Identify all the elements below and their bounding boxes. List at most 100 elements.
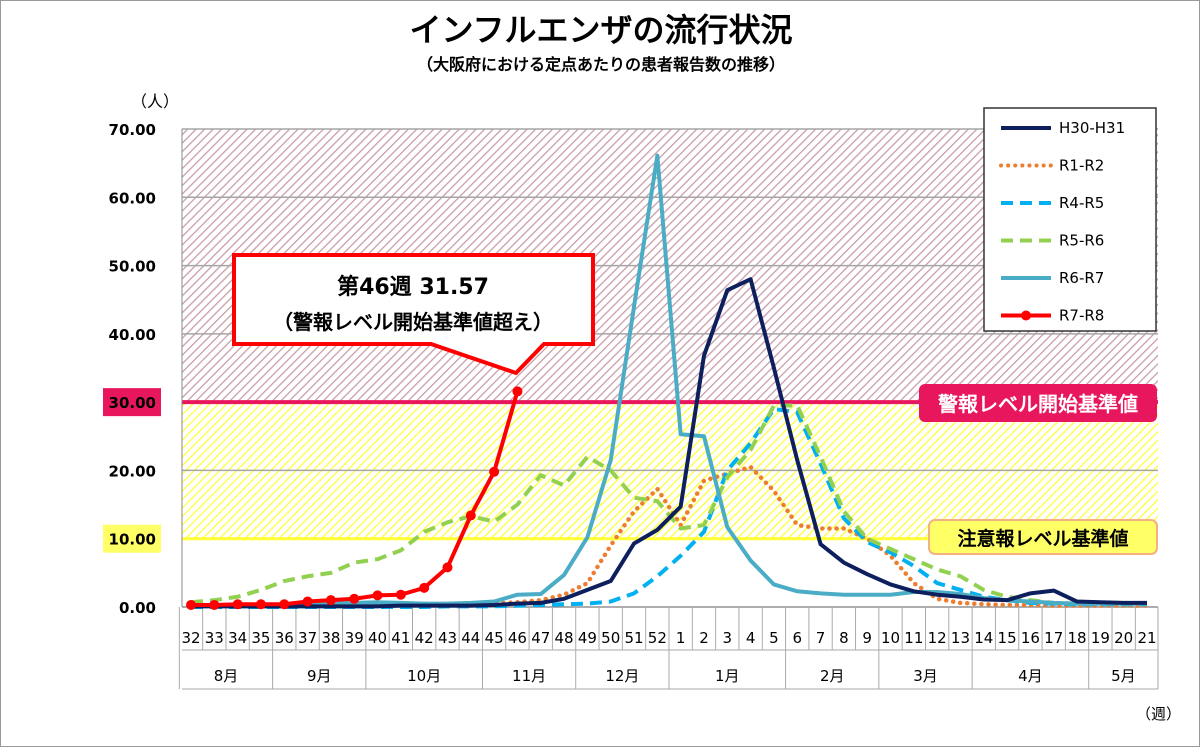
- xtick-label: 51: [624, 629, 643, 647]
- legend-label: H30-H31: [1059, 119, 1125, 137]
- month-label: 5月: [1111, 667, 1136, 685]
- month-label: 1月: [715, 667, 740, 685]
- month-label: 4月: [1018, 667, 1043, 685]
- xtick-label: 36: [275, 629, 294, 647]
- legend-label: R7-R8: [1059, 307, 1104, 325]
- xtick-label: 14: [974, 629, 993, 647]
- month-label: 3月: [913, 667, 938, 685]
- ytick-label: 0.00: [119, 599, 156, 617]
- data-point-R7-R8: [442, 562, 453, 573]
- alert-threshold-badge: [919, 384, 1157, 422]
- ytick-label: 60.00: [109, 189, 156, 207]
- xtick-label: 38: [321, 629, 340, 647]
- chart-subtitle: （大阪府における定点あたりの患者報告数の推移）: [416, 55, 785, 74]
- data-point-R7-R8: [395, 589, 406, 600]
- chart-title: インフルエンザの流行状況: [409, 11, 793, 49]
- ytick-highlight-warning: [103, 524, 161, 553]
- legend-label: R5-R6: [1059, 232, 1104, 250]
- ytick-label: 20.00: [109, 462, 156, 480]
- xtick-label: 32: [181, 629, 200, 647]
- data-point-R7-R8: [302, 596, 313, 607]
- xtick-label: 52: [648, 629, 667, 647]
- annotation-line2: （警報レベル開始基準値超え）: [273, 310, 553, 334]
- xtick-label: 35: [251, 629, 270, 647]
- ytick-label: 50.00: [109, 258, 156, 276]
- xtick-label: 49: [578, 629, 597, 647]
- data-point-R7-R8: [325, 595, 336, 606]
- month-label: 8月: [214, 667, 239, 685]
- xtick-label: 1: [676, 629, 686, 647]
- legend-marker: [1021, 310, 1031, 321]
- data-point-R7-R8: [465, 510, 476, 521]
- xtick-label: 45: [485, 629, 504, 647]
- data-point-R7-R8: [232, 599, 243, 610]
- xtick-label: 13: [951, 629, 970, 647]
- xtick-label: 9: [862, 629, 872, 647]
- data-point-R7-R8: [512, 386, 523, 397]
- xtick-label: 5: [769, 629, 779, 647]
- month-label: 9月: [307, 667, 332, 685]
- legend-box: [983, 107, 1157, 332]
- xtick-label: 12: [928, 629, 947, 647]
- xtick-label: 48: [555, 629, 574, 647]
- xtick-label: 39: [345, 629, 364, 647]
- xtick-label: 43: [438, 629, 457, 647]
- data-point-R7-R8: [209, 599, 220, 610]
- xtick-label: 46: [508, 629, 527, 647]
- annotation-line1: 第46週 31.57: [337, 274, 489, 300]
- xtick-label: 3: [723, 629, 733, 647]
- xtick-label: 41: [391, 629, 410, 647]
- ytick-label: 40.00: [109, 326, 156, 344]
- data-point-R7-R8: [279, 599, 290, 610]
- xtick-label: 15: [998, 629, 1017, 647]
- warning-threshold-badge: [928, 519, 1158, 555]
- xtick-label: 33: [205, 629, 224, 647]
- series-line-R5-R6: [190, 403, 1147, 606]
- ytick-label: 70.00: [109, 121, 156, 139]
- xtick-label: 6: [792, 629, 802, 647]
- xtick-label: 44: [461, 629, 480, 647]
- xtick-label: 11: [904, 629, 923, 647]
- xtick-label: 8: [839, 629, 849, 647]
- xtick-label: 40: [368, 629, 387, 647]
- series-line-H30-H31: [191, 277, 1147, 609]
- ytick-label: 10.00: [109, 531, 156, 549]
- xtick-label: 34: [228, 629, 247, 647]
- xtick-label: 17: [1044, 629, 1063, 647]
- y-axis-label: （人）: [131, 92, 179, 111]
- month-label: 2月: [820, 667, 845, 685]
- xtick-label: 20: [1114, 629, 1133, 647]
- x-axis-label: （週）: [1136, 705, 1181, 723]
- xtick-label: 37: [298, 629, 317, 647]
- xtick-label: 10: [881, 629, 900, 647]
- annotation-callout: [232, 253, 595, 376]
- data-point-R7-R8: [372, 590, 383, 601]
- warning-threshold-label: 注意報レベル基準値: [957, 527, 1128, 550]
- alert-threshold-label: 警報レベル開始基準値: [938, 392, 1138, 416]
- month-label: 12月: [605, 667, 639, 685]
- ytick-highlight-alert: [103, 388, 161, 417]
- xtick-label: 47: [531, 629, 550, 647]
- legend-label: R4-R5: [1059, 194, 1104, 212]
- data-point-R7-R8: [349, 593, 360, 604]
- series-line-R1-R2: [188, 464, 1150, 608]
- legend-label: R1-R2: [1059, 157, 1104, 175]
- data-point-R7-R8: [186, 599, 196, 610]
- xtick-label: 16: [1021, 629, 1040, 647]
- xtick-label: 2: [699, 629, 709, 647]
- xtick-label: 4: [746, 629, 756, 647]
- xtick-label: 7: [816, 629, 826, 647]
- xtick-label: 19: [1091, 629, 1110, 647]
- xtick-label: 50: [601, 629, 620, 647]
- data-point-R7-R8: [255, 599, 266, 610]
- xtick-label: 42: [415, 629, 434, 647]
- xtick-label: 18: [1068, 629, 1087, 647]
- month-label: 10月: [407, 667, 441, 685]
- data-point-R7-R8: [489, 466, 500, 477]
- legend-label: R6-R7: [1059, 269, 1104, 287]
- data-point-R7-R8: [419, 582, 430, 593]
- month-label: 11月: [512, 667, 546, 685]
- xtick-label: 21: [1137, 629, 1156, 647]
